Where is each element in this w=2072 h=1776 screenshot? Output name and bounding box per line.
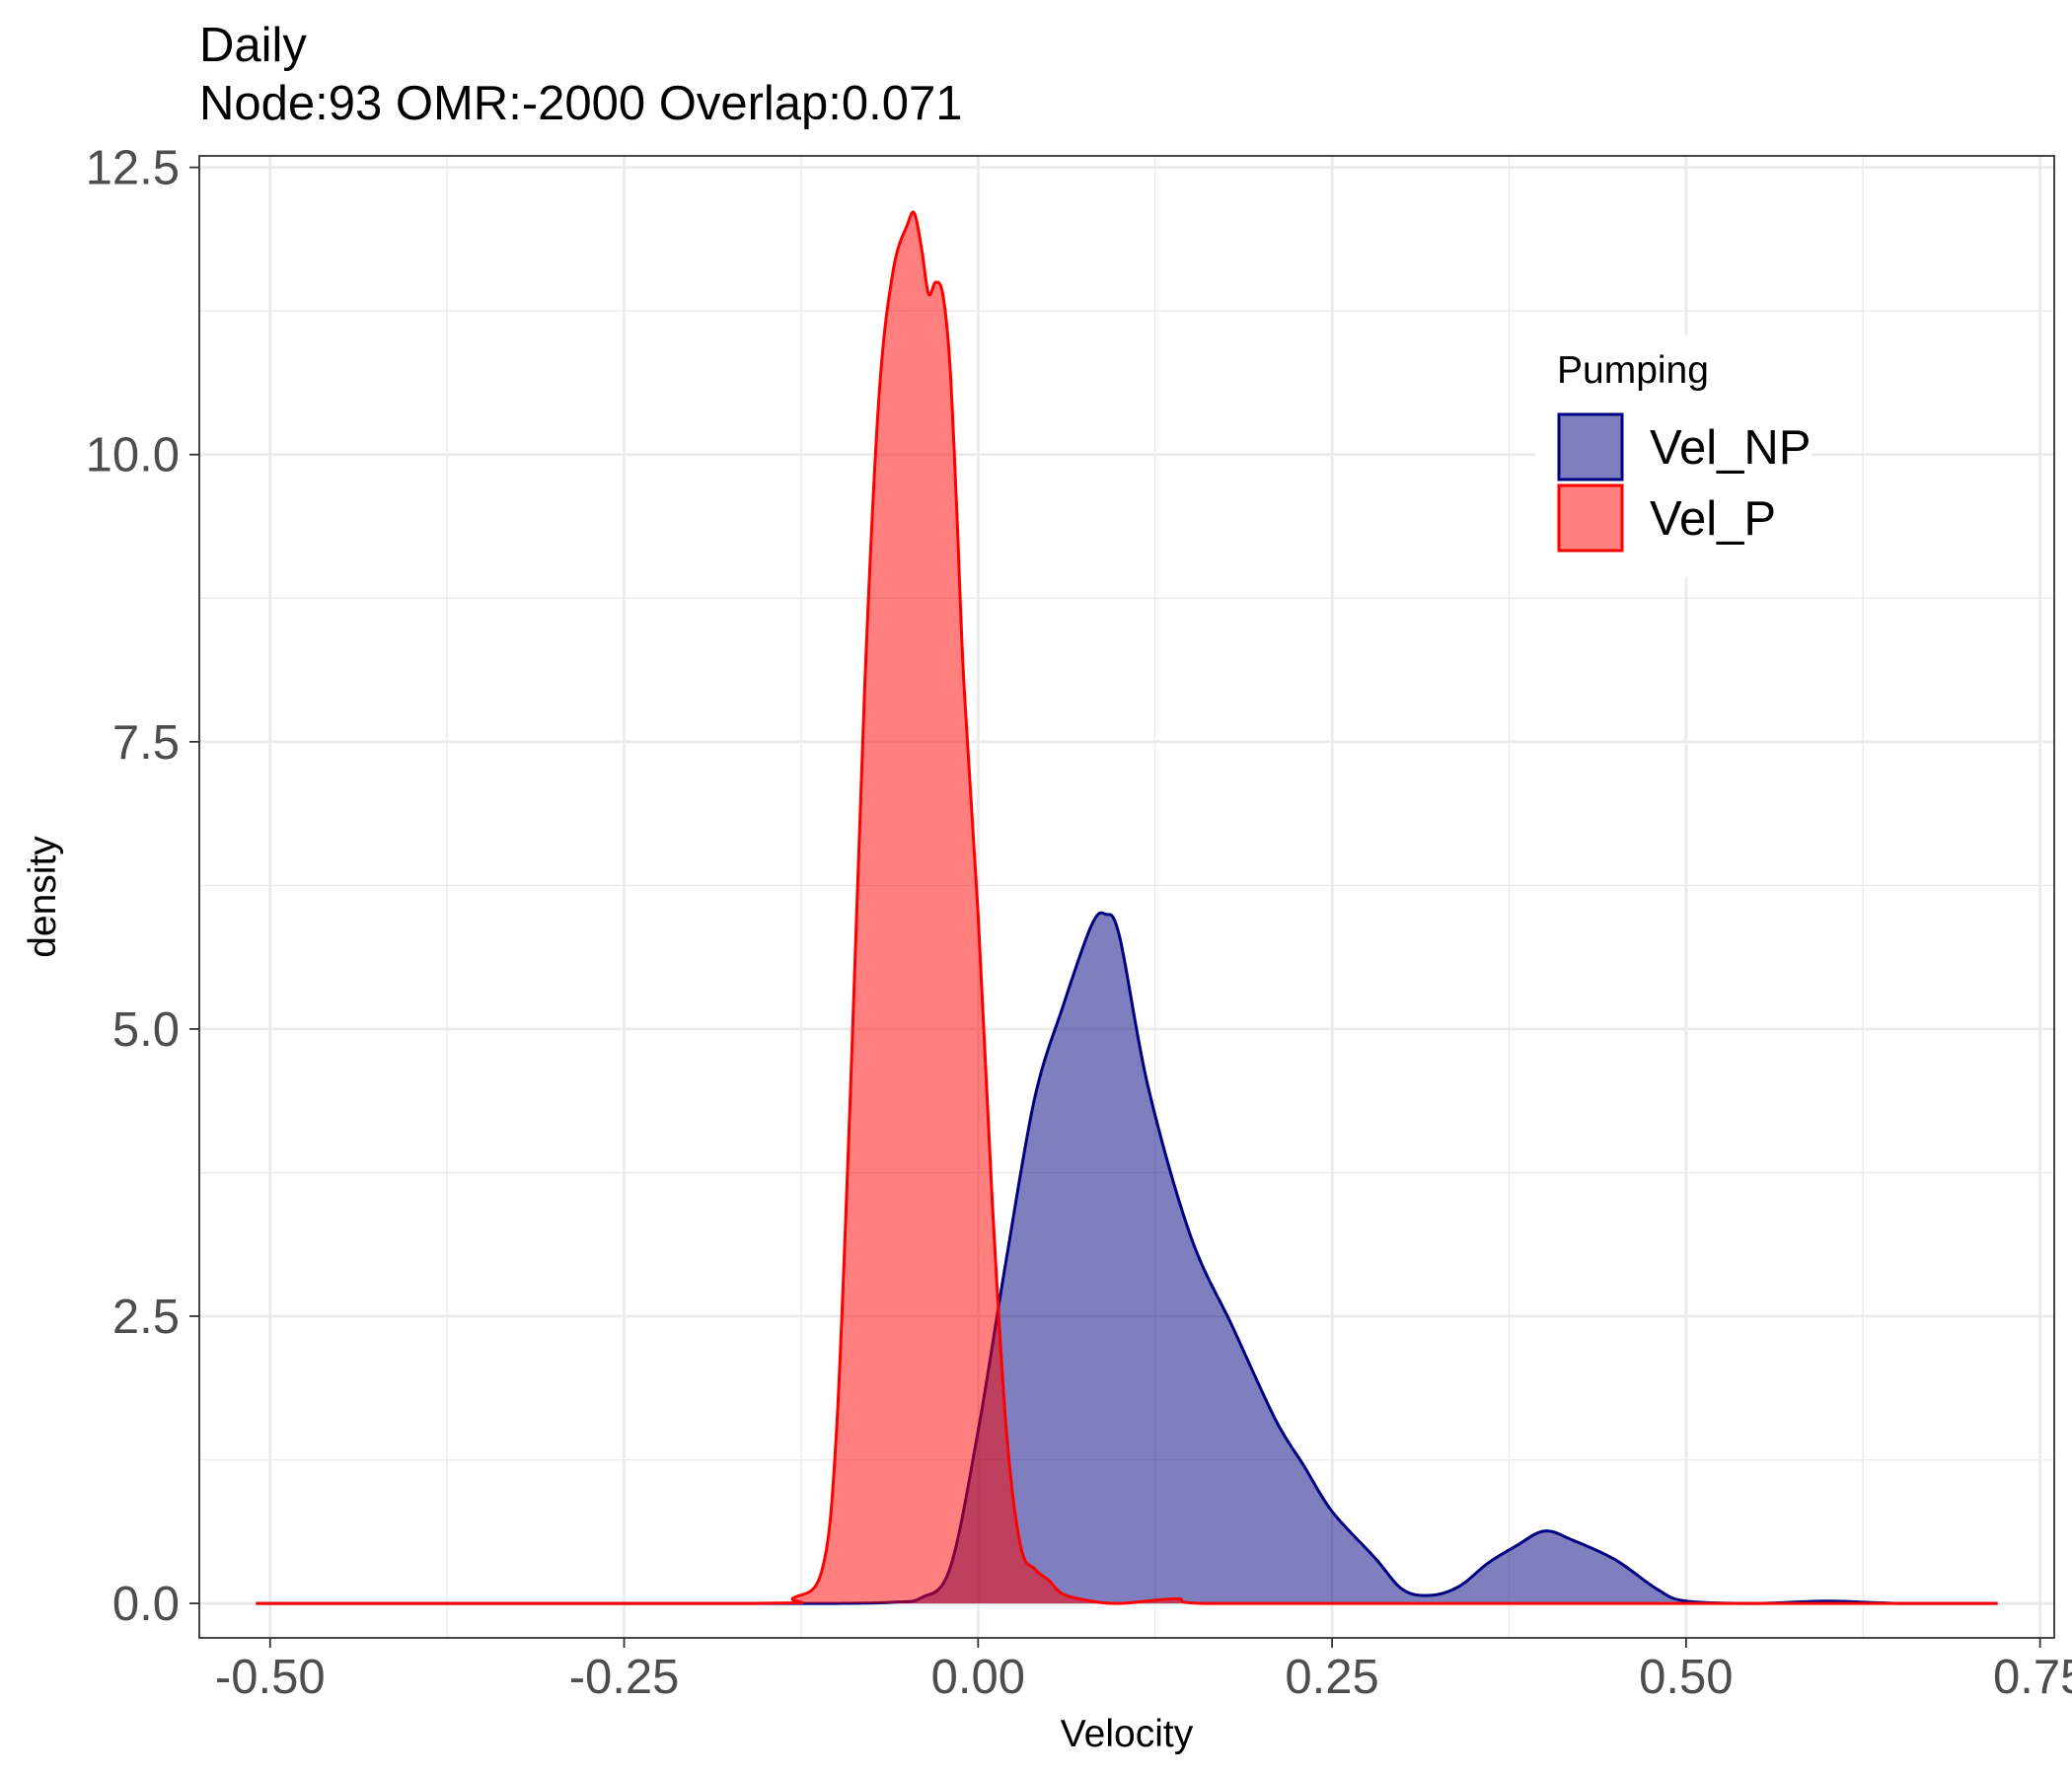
y-tick-label: 2.5	[112, 1291, 180, 1344]
y-axis: 0.0 2.5 5.0 7.5 10.0 12.5	[86, 142, 199, 1631]
x-tick-label: 0.75	[1993, 1651, 2072, 1704]
chart-subtitle: Node:93 OMR:-2000 Overlap:0.071	[199, 77, 963, 130]
x-tick-label: 0.25	[1285, 1651, 1378, 1704]
y-tick-label: 5.0	[112, 1003, 180, 1057]
legend: Pumping Vel_NP Vel_P	[1535, 335, 1812, 577]
chart-title: Daily	[199, 19, 307, 72]
panel-border	[198, 155, 2055, 1639]
x-tick-label: 0.00	[931, 1651, 1025, 1704]
legend-swatch-vel-np	[1557, 412, 1624, 481]
x-axis: -0.50 -0.25 0.00 0.25 0.50 0.75	[215, 1638, 2072, 1704]
y-tick-label: 0.0	[112, 1578, 180, 1631]
x-axis-title: Velocity	[1061, 1713, 1194, 1755]
y-tick-label: 10.0	[86, 429, 180, 482]
x-tick-label: -0.50	[215, 1651, 326, 1704]
legend-label-vel-np: Vel_NP	[1650, 421, 1811, 475]
density-area-vel-np	[256, 913, 1998, 1604]
x-tick-label: 0.50	[1639, 1651, 1733, 1704]
y-tick-label: 12.5	[86, 142, 180, 195]
legend-label-vel-p: Vel_P	[1650, 492, 1776, 546]
legend-swatch-vel-p	[1557, 483, 1624, 553]
y-axis-title: density	[22, 836, 64, 958]
y-tick-label: 7.5	[112, 716, 180, 770]
density-line-vel-p	[256, 210, 1998, 1605]
series-layer	[256, 210, 1998, 1605]
x-tick-label: -0.25	[569, 1651, 680, 1704]
legend-title: Pumping	[1557, 349, 1709, 392]
